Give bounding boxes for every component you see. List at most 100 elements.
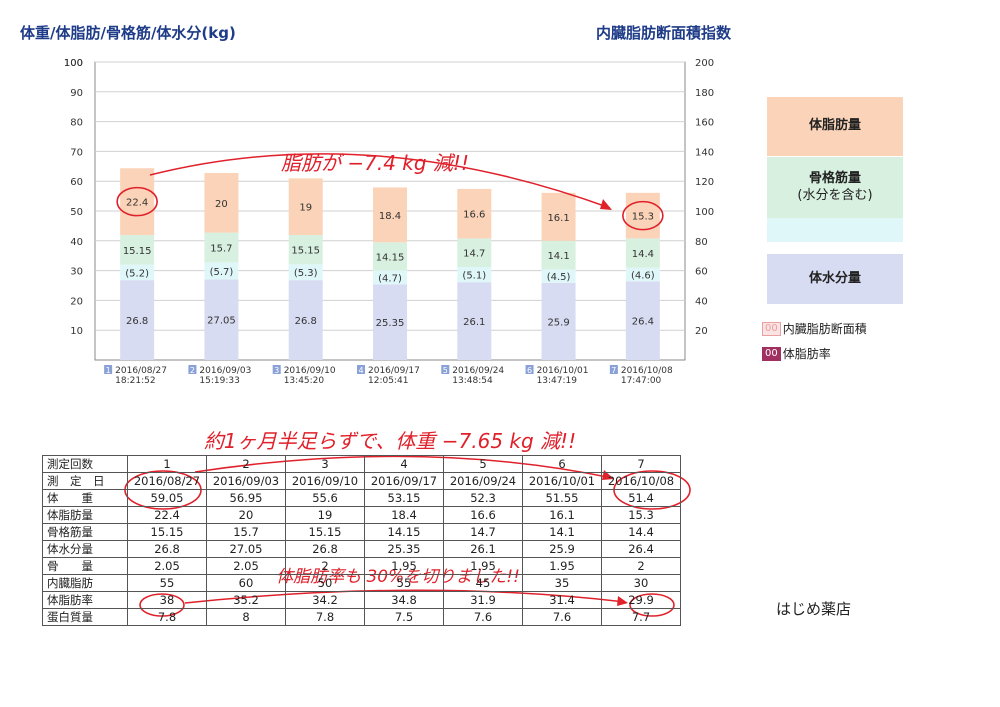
bar-muscle-label: 14.1 [547,251,569,262]
table-row-label: 骨格筋量 [42,523,128,541]
table-cell: 26.4 [601,540,681,558]
y-right-tick-label: 20 [695,326,708,337]
table-cell: 14.4 [601,523,681,541]
category-time-label: 17:47:00 [621,376,662,386]
category-time-label: 13:45:20 [284,376,325,386]
category-index-label: 2 [190,366,195,375]
bar-water-label: 26.8 [295,316,317,327]
bar-muscle-label: 14.7 [463,249,485,260]
table-cell: 2 [285,557,365,575]
table-row-label: 体 重 [42,489,128,507]
bar-muscle [373,242,407,271]
table-cell: 1 [127,455,207,473]
table-cell: 1.95 [364,557,444,575]
bar-muscle-label: 15.15 [123,246,152,257]
table-cell: 55 [364,574,444,592]
table-cell: 2.05 [127,557,207,575]
table-cell: 3 [285,455,365,473]
bar-muscle [204,232,239,263]
bar-muscle-water [204,262,239,280]
table-row-label: 内臓脂肪 [42,574,128,592]
table-row-label: 測定回数 [42,455,128,473]
bar-fat [204,173,239,233]
table-cell: 15.15 [285,523,365,541]
table-cell: 52.3 [443,489,523,507]
category-index-label: 3 [274,366,279,375]
table-row: 内臓脂肪 55 60 50 55 45 35 30 [42,574,681,592]
bar-muscle [541,240,576,270]
category-time-label: 13:48:54 [452,376,493,386]
table-cell: 60 [206,574,286,592]
y-left-tick-label: 30 [70,267,83,278]
table-row-label: 体脂肪量 [42,506,128,524]
legend-visceral-marker: 00 [762,321,781,336]
table-row: 体水分量 26.8 27.05 26.8 25.35 26.1 25.9 26.4 [42,540,681,558]
bar-fat-label: 16.1 [547,213,569,224]
store-name: はじめ薬店 [776,600,852,618]
table-row: 骨 量 2.05 2.05 2 1.95 1.95 1.95 2 [42,557,681,575]
bar-muscle-water-label: (4.5) [547,272,571,283]
legend-water: 体水分量 [767,254,903,304]
legend-fat-rate-label: 体脂肪率 [782,347,831,361]
bar-muscle-label: 15.7 [210,244,232,255]
table-cell: 2.05 [206,557,286,575]
table-row: 骨格筋量 15.15 15.7 15.15 14.15 14.7 14.1 14.4 [42,523,681,541]
table-cell: 27.05 [206,540,286,558]
y-right-tick-label: 140 [695,147,714,158]
table-row: 蛋白質量 7.8 8 7.8 7.5 7.6 7.6 7.7 [42,608,681,626]
legend-visceral-label: 内臓脂肪断面積 [782,322,867,336]
bar-water [120,280,155,360]
legend-muscle-label: 骨格筋量 [808,170,861,186]
annotation-fat-loss: 脂肪が −7.4 kg 減!! [281,151,469,175]
bar-fat [288,178,323,235]
table-row: 測 定 日 2016/08/27 2016/09/03 2016/09/10 2016/… [42,472,681,490]
bar-water [457,282,492,360]
category-index-box [609,365,618,374]
bar-muscle-water [373,270,407,285]
table-cell: 35.2 [206,591,286,609]
table-cell: 1.95 [522,557,602,575]
bar-fat [373,187,407,243]
table-cell: 6 [522,455,602,473]
category-index-label: 5 [443,366,448,375]
table-cell: 53.15 [364,489,444,507]
table-cell: 2016/10/08 [601,472,681,490]
table-cell: 26.1 [443,540,523,558]
table-cell: 25.9 [522,540,602,558]
bar-fat [457,188,492,239]
table-cell: 19 [285,506,365,524]
bar-water [204,279,239,360]
table-cell: 30 [601,574,681,592]
table-cell: 2016/10/01 [522,472,602,490]
category-time-label: 12:05:41 [368,376,408,386]
bar-muscle-water-label: (5.2) [125,268,149,279]
table-cell: 50 [285,574,365,592]
bar-fat-label: 19 [299,203,312,214]
table-cell: 20 [206,506,286,524]
legend-muscle-water [767,218,903,242]
annotation-arrowhead-fat [600,199,612,210]
bar-fat-label: 16.6 [463,210,485,221]
table-cell: 14.7 [443,523,523,541]
table-header-row: 測定回数 1 2 3 4 5 6 7 [42,455,681,473]
right-axis-title: 内臓脂肪断面積指数 [596,24,732,42]
table-cell: 4 [364,455,444,473]
bar-muscle-water-label: (4.7) [378,273,402,284]
category-time-label: 18:21:52 [115,376,155,386]
category-index-label: 7 [611,366,616,375]
table-cell: 14.1 [522,523,602,541]
bar-muscle-water-label: (5.1) [462,271,486,282]
table-cell: 5 [443,455,523,473]
table-cell: 7.5 [364,608,444,626]
table-row: 体脂肪率 38 35.2 34.2 34.8 31.9 31.4 29.9 [42,591,681,609]
table-cell: 22.4 [127,506,207,524]
legend-fat: 体脂肪量 [767,97,903,156]
legend-visceral: 00 内臓脂肪断面積 [762,320,867,337]
legend-fat-rate: 00 体脂肪率 [762,345,831,362]
table-cell: 34.8 [364,591,444,609]
table-cell: 14.15 [364,523,444,541]
table-row-label: 体水分量 [42,540,128,558]
bar-fat [625,192,660,239]
table-cell: 8 [206,608,286,626]
category-date-label: 2016/09/10 [284,366,336,376]
